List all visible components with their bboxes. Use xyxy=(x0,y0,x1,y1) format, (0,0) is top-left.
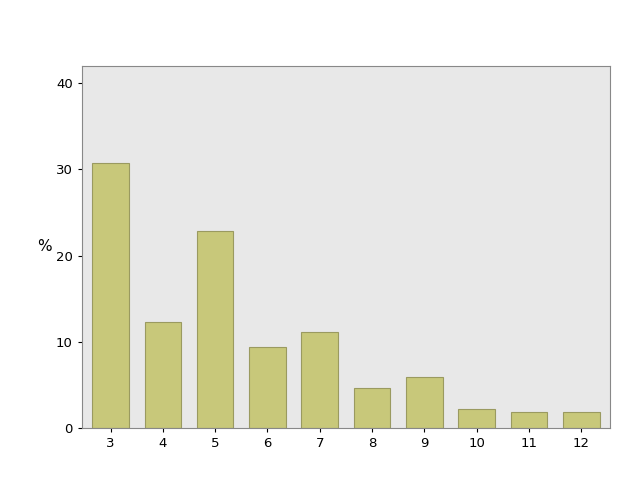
Bar xyxy=(92,163,129,428)
Bar xyxy=(197,231,233,428)
Bar xyxy=(459,409,495,428)
Bar xyxy=(353,388,391,428)
Bar xyxy=(301,332,338,428)
Bar xyxy=(563,412,599,428)
Bar xyxy=(249,347,286,428)
Y-axis label: %: % xyxy=(38,239,52,255)
Bar xyxy=(406,377,443,428)
Bar xyxy=(145,322,181,428)
Bar xyxy=(511,412,547,428)
